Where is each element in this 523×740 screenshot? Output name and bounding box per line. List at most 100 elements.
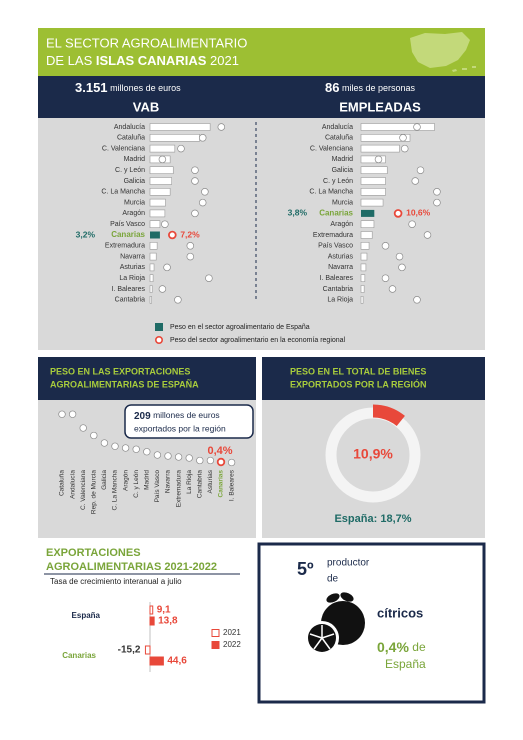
dot xyxy=(168,230,177,240)
leaf xyxy=(326,593,340,603)
reference-label: España: xyxy=(334,513,377,525)
header-band xyxy=(38,28,485,76)
dot xyxy=(68,410,77,418)
category-label: C. La Mancha xyxy=(101,189,145,196)
emp-title: EMPLEADAS xyxy=(339,99,421,114)
legend-label: Peso en el sector agroalimentario de Esp… xyxy=(170,324,310,331)
growth-subtitle: Tasa de crecimiento interanual a julio xyxy=(50,577,182,586)
category-label: Extremadura xyxy=(313,232,353,239)
dot xyxy=(381,274,390,282)
donut-label: 10,9% xyxy=(353,446,393,462)
callout-line2: exportados por la región xyxy=(134,423,226,433)
reference: España: 18,7% xyxy=(334,513,411,525)
dot xyxy=(411,177,420,185)
share-header xyxy=(262,357,485,400)
dot xyxy=(185,454,193,462)
category-label: Rep. de Murcia xyxy=(91,470,98,514)
growth-title-1: EXPORTACIONES xyxy=(46,547,141,559)
category-label: País Vasco xyxy=(110,221,145,228)
bar xyxy=(149,656,164,666)
legend-swatch xyxy=(155,335,164,344)
header-bold: ISLAS CANARIAS xyxy=(96,53,207,68)
dot xyxy=(433,188,441,196)
category-label: Cantabria xyxy=(323,286,353,293)
category-label: La Rioja xyxy=(119,275,145,282)
bar xyxy=(360,295,364,304)
exports-title-1: PESO EN LAS EXPORTACIONES xyxy=(50,366,190,376)
slice-segments xyxy=(309,625,335,650)
category-label: Canarias xyxy=(319,209,353,218)
bar xyxy=(150,231,160,239)
dot xyxy=(416,166,425,174)
dot xyxy=(205,274,213,282)
category-label: Navarra xyxy=(120,253,145,260)
bar xyxy=(360,155,386,164)
dot xyxy=(374,155,383,164)
category-label: Andalucía xyxy=(69,470,76,499)
category-label: Galicia xyxy=(332,167,354,174)
leaf xyxy=(340,592,354,602)
dot xyxy=(198,198,207,207)
bar xyxy=(360,263,367,272)
category-label: C. La Mancha xyxy=(112,470,119,511)
dot xyxy=(186,252,195,261)
bar xyxy=(149,177,173,185)
dot xyxy=(191,166,199,174)
vab-figure: 3.151 millones de euros xyxy=(75,80,181,95)
bar xyxy=(360,231,373,239)
category-label: Cantabria xyxy=(115,297,145,304)
dot xyxy=(398,263,406,272)
producer-product: cítricos xyxy=(377,605,423,620)
vab-number: 3.151 xyxy=(75,80,108,95)
category-label: Cantabria xyxy=(197,470,204,499)
dot xyxy=(196,456,204,465)
exports-title-2: AGROALIMENTARIAS DE ESPAÑA xyxy=(50,379,199,389)
bar xyxy=(149,274,154,283)
producer-line1: productor xyxy=(327,558,370,569)
bar xyxy=(149,134,200,142)
value-label: 9,1 xyxy=(157,605,171,616)
category-label: Navarra xyxy=(165,470,172,494)
dot xyxy=(393,209,403,218)
vab-unit: millones de euros xyxy=(110,83,181,93)
growth-title-2: AGROALIMENTARIAS 2021-2022 xyxy=(46,561,217,573)
category-label: C. Valenciana xyxy=(80,470,87,510)
dot xyxy=(413,123,421,131)
dot xyxy=(191,209,199,218)
bar xyxy=(149,198,166,207)
category-label: Madrid xyxy=(124,156,146,163)
bar xyxy=(149,123,211,131)
category-label: La Rioja xyxy=(186,470,193,494)
category-label: España xyxy=(72,611,101,620)
bar xyxy=(360,177,386,185)
dot xyxy=(164,452,172,460)
bar xyxy=(360,123,435,131)
panel xyxy=(38,118,485,350)
bar xyxy=(149,295,152,304)
value-label: 0,4% xyxy=(207,445,232,457)
bar xyxy=(149,616,155,626)
dot xyxy=(216,457,226,467)
category-label: Asturias xyxy=(120,264,146,271)
producer-rank: 5º xyxy=(297,559,314,579)
dot xyxy=(177,144,185,153)
category-label: Aragón xyxy=(330,221,353,228)
dot xyxy=(121,444,130,452)
dot xyxy=(408,220,416,228)
category-label: Galicia xyxy=(101,470,108,490)
dot xyxy=(58,410,66,418)
bar xyxy=(149,144,176,153)
share-title-2: EXPORTADOS POR LA REGIÓN xyxy=(290,378,427,389)
category-label: I. Baleares xyxy=(112,286,146,293)
category-label: Cataluña xyxy=(325,135,353,142)
legend-label: 2021 xyxy=(223,628,241,637)
value-label: 13,8 xyxy=(158,616,178,627)
dot xyxy=(433,198,441,207)
dot xyxy=(399,134,407,142)
callout-box xyxy=(124,404,254,439)
bar xyxy=(149,263,155,272)
header-year: 2021 xyxy=(210,53,239,68)
dot xyxy=(161,220,169,228)
spain-map xyxy=(410,32,470,68)
dot xyxy=(381,242,390,250)
